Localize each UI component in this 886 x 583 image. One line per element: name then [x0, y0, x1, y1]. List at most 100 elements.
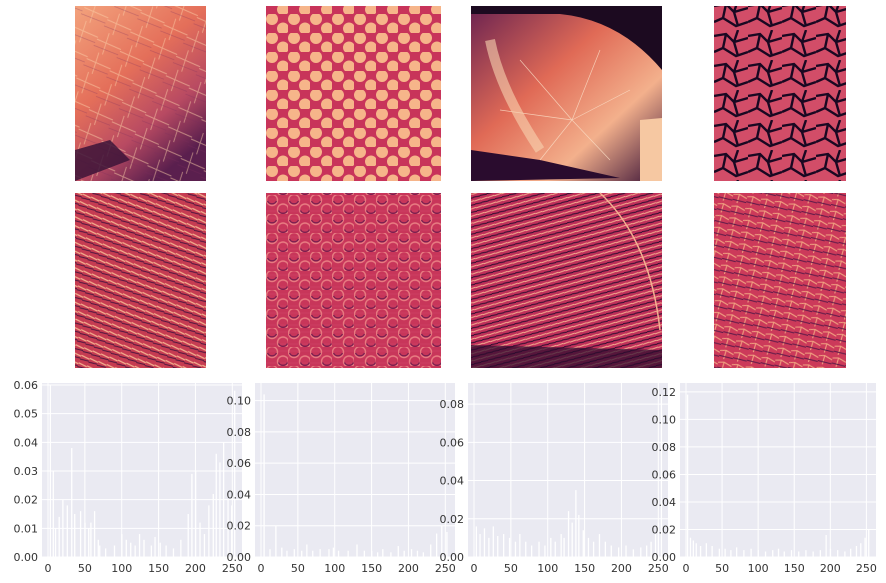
y-tick-label: 0.06: [440, 436, 465, 449]
histogram-bar: [105, 548, 107, 557]
histogram-bar: [222, 442, 225, 557]
x-tick-label: 50: [291, 562, 305, 575]
filtered-car-window: [471, 192, 662, 368]
image-broken-car-window: [471, 6, 662, 181]
histogram-bar: [154, 536, 156, 557]
image-cracked-earth: [714, 6, 846, 181]
histogram-bar: [422, 552, 424, 557]
histogram-bar: [410, 549, 413, 557]
y-tick-label: 0.00: [14, 551, 39, 564]
histogram-bar: [234, 390, 236, 557]
y-tick-label: 0.08: [227, 426, 252, 439]
histogram-bar: [138, 534, 141, 557]
histogram-bar: [227, 499, 229, 557]
y-tick-label: 0.02: [14, 494, 39, 507]
histogram-bar: [97, 539, 99, 557]
histogram-bar: [165, 545, 167, 557]
histogram-bar: [730, 550, 732, 557]
y-tick-label: 0.04: [652, 496, 677, 509]
plot-area: [680, 383, 876, 557]
histogram-bar: [750, 548, 752, 557]
histogram-bar: [718, 548, 720, 557]
histogram-bar: [488, 537, 490, 557]
y-tick-label: 0.02: [227, 520, 252, 533]
histogram-bar: [347, 550, 349, 557]
histogram-bar: [860, 543, 862, 557]
histogram-bar: [390, 552, 392, 557]
histogram-3: 0.00 0.02 0.04 0.06 0.08 0 50 100 150 200 250: [440, 383, 669, 575]
x-tick-label: 50: [504, 562, 518, 575]
histogram-bar: [208, 505, 210, 557]
histogram-bar: [538, 541, 540, 557]
histogram-bar: [403, 550, 405, 557]
histogram-bar: [483, 528, 486, 557]
histogram-bar: [219, 462, 221, 557]
y-tick-label: 0.04: [14, 436, 39, 449]
histogram-bar: [180, 539, 182, 557]
histogram-bar: [416, 550, 419, 557]
histogram-bar: [819, 550, 822, 557]
x-tick-label: 100: [748, 562, 769, 575]
y-tick-label: 0.00: [227, 551, 252, 564]
histogram-bar: [689, 537, 692, 557]
histogram-bar: [544, 545, 546, 557]
histogram-bar: [736, 547, 738, 557]
histogram-bar: [646, 545, 648, 557]
histogram-bar: [301, 550, 303, 557]
histogram-bar: [337, 550, 340, 557]
histogram-bar: [125, 539, 127, 557]
histogram-bar: [306, 544, 308, 557]
histogram-bar: [319, 549, 321, 557]
y-tick-label: 0.03: [14, 465, 39, 478]
histogram-bar: [805, 550, 807, 557]
histogram-bar: [397, 546, 399, 557]
histogram-bar: [159, 542, 161, 557]
histogram-bar: [84, 522, 86, 557]
histogram-bar: [525, 541, 527, 557]
histogram-bar: [371, 550, 373, 557]
histogram-bar: [332, 547, 335, 557]
x-tick-label: 100: [111, 562, 132, 575]
histogram-bar: [62, 499, 64, 557]
histogram-bar: [699, 545, 702, 557]
histogram-bar: [134, 545, 136, 557]
y-tick-label: 0.10: [652, 413, 677, 426]
histogram-bar: [632, 549, 635, 557]
y-tick-label: 0.10: [227, 395, 252, 408]
histogram-bar: [705, 543, 708, 557]
histogram-bar: [356, 544, 358, 557]
histogram-bar: [199, 522, 201, 557]
histogram-bar: [711, 545, 713, 557]
histogram-bar: [382, 549, 384, 557]
x-tick-label: 0: [258, 562, 265, 575]
histogram-bar: [519, 534, 521, 557]
y-tick-label: 0.08: [652, 441, 677, 454]
histogram-4: 0.00 0.02 0.04 0.06 0.08 0.10 0.12 0 50 100 150 200…: [652, 383, 877, 575]
histogram-bar: [567, 511, 570, 557]
histogram-bar: [657, 522, 660, 557]
histogram-bar: [212, 493, 214, 557]
image-row-2: [75, 192, 846, 368]
histogram-bar: [99, 545, 101, 557]
x-tick-label: 250: [435, 562, 456, 575]
histogram-bar: [74, 514, 76, 557]
x-tick-label: 200: [820, 562, 841, 575]
histogram-bar: [435, 533, 438, 557]
histogram-bar: [79, 511, 82, 557]
histogram-bar: [66, 505, 68, 557]
histogram-bar: [587, 537, 590, 557]
histogram-bar: [855, 545, 858, 557]
histogram-bar: [508, 537, 511, 557]
x-tick-label: 250: [648, 562, 669, 575]
x-tick-label: 150: [784, 562, 805, 575]
x-tick-label: 0: [471, 562, 478, 575]
histogram-bar: [143, 539, 145, 557]
x-tick-label: 50: [715, 562, 729, 575]
histogram-bar: [328, 549, 330, 557]
x-tick-label: 200: [611, 562, 632, 575]
histogram-bar: [130, 542, 132, 557]
histogram-bar: [49, 385, 52, 557]
histogram-bar: [598, 534, 601, 557]
histogram-bar: [610, 545, 612, 557]
histogram-bar: [514, 541, 517, 557]
